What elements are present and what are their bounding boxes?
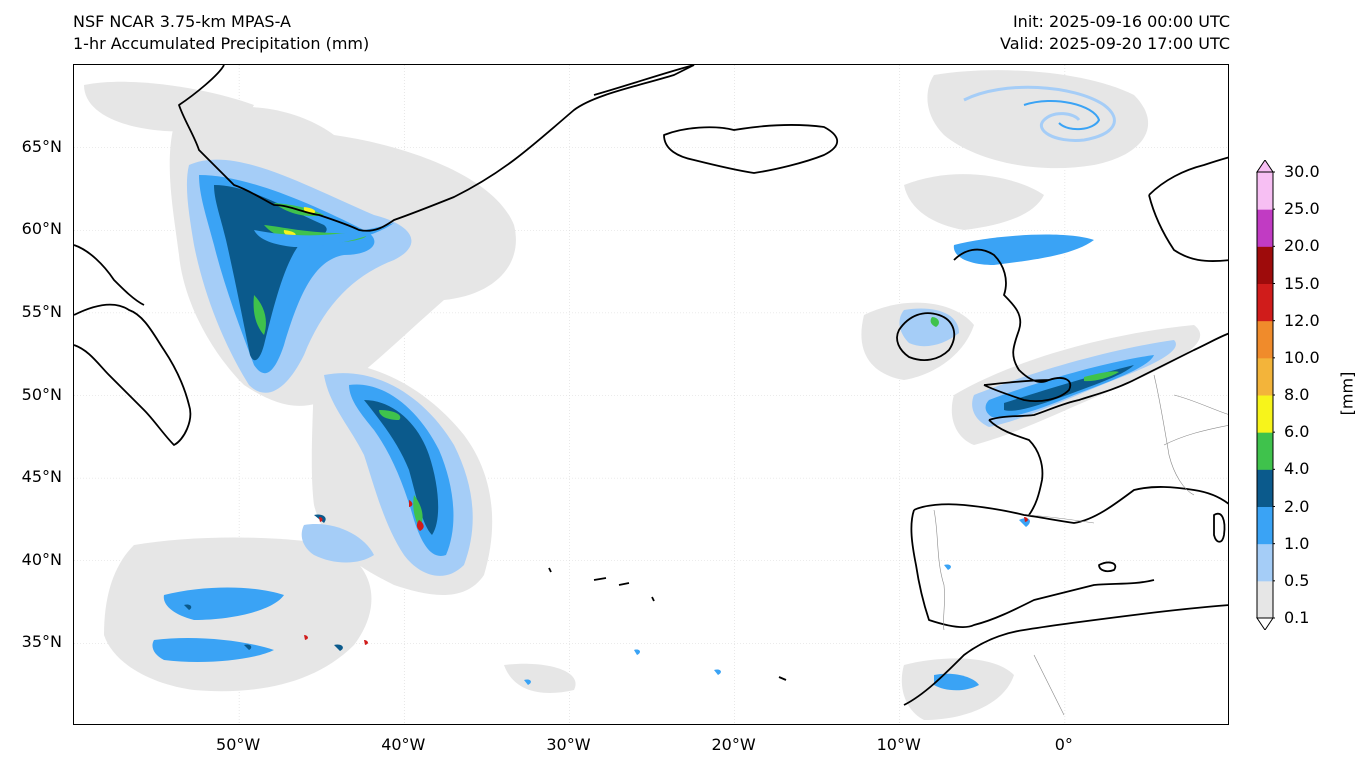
precip-light-iceland-low — [927, 70, 1149, 169]
coast-corsica — [1213, 512, 1226, 543]
colorbar-swatch — [1257, 395, 1273, 433]
time-block: Init: 2025-09-16 00:00 UTC Valid: 2025-0… — [1000, 11, 1230, 55]
precip-light-azores — [504, 663, 576, 694]
colorbar-level-label: 2.0 — [1284, 496, 1310, 516]
precip-dark-greenland — [214, 185, 327, 361]
coast-madeira — [778, 676, 787, 681]
model-title: NSF NCAR 3.75-km MPAS-A — [73, 12, 291, 31]
lat-tick-label: 55°N — [21, 301, 62, 321]
precip-spiral-arms — [963, 85, 1116, 142]
precip-light-norway — [904, 174, 1044, 230]
coast-balearic — [1098, 561, 1117, 573]
colorbar-level-label: 0.5 — [1284, 570, 1310, 590]
border-france-spain — [1028, 514, 1095, 524]
colorbar-level-label: 30.0 — [1284, 162, 1320, 181]
coast-africa-north — [903, 604, 1228, 706]
colorbar-swatch — [1257, 283, 1273, 322]
coast-newfoundland — [74, 303, 192, 446]
colorbar-swatch — [1257, 172, 1273, 210]
colorbar-swatch — [1257, 320, 1273, 359]
coast-azores — [548, 567, 655, 602]
colorbar-extend-max — [1256, 160, 1274, 173]
precipitation-map — [73, 64, 1229, 725]
colorbar-swatch — [1257, 580, 1273, 619]
init-time: Init: 2025-09-16 00:00 UTC — [1012, 12, 1230, 31]
lon-tick-label: 10°W — [876, 735, 921, 754]
border-morocco-algeria — [1033, 654, 1065, 716]
colorbar-level-label: 0.1 — [1284, 608, 1310, 627]
coast-biscay — [988, 419, 1044, 516]
lon-tick-label: 40°W — [381, 735, 426, 754]
colorbar-swatch — [1257, 209, 1273, 247]
border-france-east — [1153, 374, 1195, 496]
precip-east-greenland-band — [254, 223, 394, 247]
colorbar-level-label: 25.0 — [1284, 199, 1320, 219]
lat-tick-label: 40°N — [21, 549, 62, 569]
colorbar-unit-label: [mm] — [1337, 371, 1357, 416]
lat-tick-label: 60°N — [21, 219, 62, 239]
lon-tick-label: 20°W — [711, 735, 756, 754]
coast-iberia — [910, 486, 1228, 628]
border-central-europe — [1163, 394, 1228, 446]
precip-green-channel — [1084, 371, 1119, 382]
colorbar-level-label: 12.0 — [1284, 310, 1320, 330]
chart-title-block: NSF NCAR 3.75-km MPAS-A 1-hr Accumulated… — [73, 11, 369, 55]
colorbar-swatch — [1257, 469, 1273, 507]
precip-lightblue-southwest — [301, 524, 374, 563]
precip-red-central — [409, 500, 424, 531]
colorbar-level-label: 1.0 — [1284, 533, 1310, 553]
coast-scandinavia — [1148, 156, 1228, 263]
precip-yellow-greenland — [283, 207, 316, 237]
colorbar-level-label: 6.0 — [1284, 422, 1310, 442]
coast-greenland-east — [593, 65, 695, 96]
precip-field — [84, 70, 1201, 720]
lon-tick-label: 50°W — [216, 735, 261, 754]
border-spain-portugal — [933, 509, 945, 631]
valid-time: Valid: 2025-09-20 17:00 UTC — [999, 34, 1230, 53]
lon-tick-label: 30°W — [546, 735, 591, 754]
colorbar-swatch — [1257, 246, 1273, 284]
coast-labrador — [74, 244, 145, 306]
colorbar-level-label: 20.0 — [1284, 236, 1320, 256]
coast-greenland-west — [178, 65, 695, 232]
precip-green-central — [379, 410, 423, 527]
lat-tick-label: 35°N — [21, 632, 62, 652]
precip-dark-central — [364, 400, 439, 535]
country-borders — [933, 374, 1228, 716]
colorbar-level-label: 15.0 — [1284, 273, 1320, 293]
precip-blue-africa — [934, 673, 979, 691]
precip-colorbar — [1256, 160, 1275, 630]
precip-spain-red — [1024, 517, 1028, 522]
coast-brittany — [988, 332, 1228, 421]
lat-tick-label: 65°N — [21, 136, 62, 156]
lat-tick-label: 45°N — [21, 467, 62, 487]
coastlines — [74, 65, 1228, 706]
lat-tick-label: 50°N — [21, 384, 62, 404]
map-canvas — [74, 65, 1228, 724]
colorbar-extend-min — [1256, 617, 1274, 630]
colorbar-swatch — [1257, 432, 1273, 470]
colorbar-level-label: 4.0 — [1284, 459, 1310, 479]
precip-spiral-core — [1023, 99, 1101, 131]
colorbar-swatch — [1257, 506, 1273, 545]
coast-iceland — [663, 123, 839, 174]
lon-tick-label: 0° — [1054, 735, 1073, 754]
field-title: 1-hr Accumulated Precipitation (mm) — [73, 34, 370, 53]
colorbar-swatch — [1257, 357, 1273, 396]
precip-light-north-lobe — [84, 81, 254, 132]
precip-green-ireland — [930, 317, 939, 327]
precip-blue-scotland — [953, 234, 1094, 265]
coast-scotland — [953, 248, 1072, 403]
colorbar-level-label: 8.0 — [1284, 385, 1310, 404]
coast-ireland — [896, 312, 956, 361]
colorbar-swatch — [1257, 543, 1273, 582]
colorbar-level-label: 10.0 — [1284, 347, 1320, 367]
coast-england-south — [983, 379, 1050, 386]
precip-spain-cells — [944, 518, 1030, 570]
